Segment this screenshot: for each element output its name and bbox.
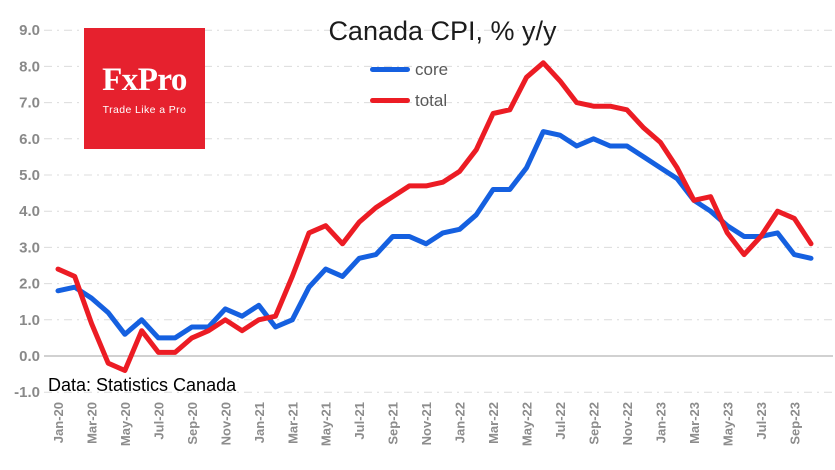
x-tick-label: May-20 [118,402,133,446]
y-tick-label: 3.0 [19,239,40,256]
x-tick-label: May-23 [720,402,735,446]
logo-tagline-text: Trade Like a Pro [102,103,187,116]
x-tick-label: Jul-20 [151,402,166,440]
x-tick-label: Jan-20 [51,402,66,443]
legend: core total [370,58,448,120]
total-line-swatch [370,97,410,103]
x-tick-label: Sep-20 [185,402,200,445]
x-tick-label: Mar-23 [687,402,702,444]
y-tick-label: 1.0 [19,312,40,329]
legend-item-core: core [370,58,448,80]
y-tick-label: 6.0 [19,131,40,148]
y-tick-label: -1.0 [14,384,40,401]
legend-item-total: total [370,89,448,111]
legend-label-total: total [415,90,448,110]
fxpro-logo: FxPro Trade Like a Pro [84,28,205,149]
y-tick-label: 7.0 [19,95,40,112]
x-tick-label: Mar-22 [486,402,501,444]
x-tick-label: Jul-21 [352,402,367,440]
data-source-note: Data: Statistics Canada [48,375,237,395]
chart-title: Canada CPI, % y/y [328,16,557,46]
core-series-line [55,129,814,341]
x-tick-label: Mar-20 [85,402,100,444]
x-tick-label: Jan-21 [252,402,267,443]
y-tick-label: 4.0 [19,203,40,220]
x-tick-label: May-22 [520,402,535,446]
y-tick-label: 8.0 [19,58,40,75]
x-tick-label: Mar-21 [285,402,300,444]
x-tick-label: Nov-21 [419,402,434,445]
x-tick-label: Nov-22 [620,402,635,445]
legend-label-core: core [415,59,449,79]
total-series-line [55,60,814,373]
x-tick-label: May-21 [319,402,334,446]
y-tick-label: 5.0 [19,167,40,184]
x-tick-label: Jan-22 [453,402,468,443]
logo-brand-text: FxPro [102,61,187,98]
core-line-swatch [370,66,410,72]
x-tick-label: Sep-23 [787,402,802,445]
y-tick-label: 2.0 [19,276,40,293]
x-tick-label: Jul-23 [754,402,769,440]
x-tick-label: Nov-20 [218,402,233,445]
x-tick-label: Sep-21 [386,402,401,445]
y-tick-label: 0.0 [19,348,40,365]
x-tick-label: Jul-22 [553,402,568,440]
x-tick-label: Jan-23 [653,402,668,443]
x-tick-label: Sep-22 [587,402,602,445]
y-tick-label: 9.0 [19,22,40,39]
